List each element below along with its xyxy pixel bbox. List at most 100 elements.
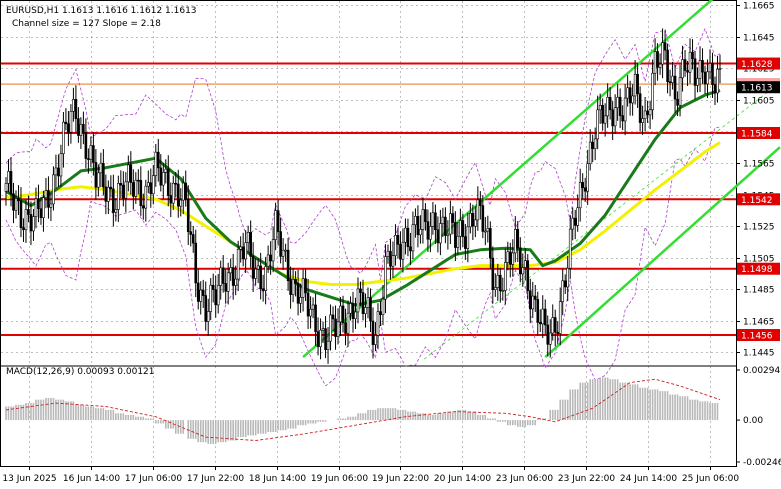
candle-body <box>122 184 125 199</box>
candle-body <box>32 216 35 232</box>
candle-body <box>656 51 659 68</box>
candle-body <box>626 87 629 99</box>
candle-body <box>334 318 337 337</box>
candle-body <box>354 311 357 319</box>
candle-body <box>171 182 175 204</box>
candle-body <box>24 209 28 231</box>
candle-body <box>538 322 542 325</box>
candle-body <box>441 216 445 224</box>
candle-body <box>419 229 422 236</box>
candle-body <box>608 97 612 111</box>
candle-body <box>551 317 555 334</box>
candle-body <box>149 182 153 195</box>
candle-body <box>708 63 712 73</box>
candle-body <box>371 320 375 345</box>
candle-body <box>396 235 400 245</box>
candle-body <box>718 68 722 70</box>
candle-body <box>573 217 577 226</box>
candle-body <box>666 49 669 83</box>
macd-y-tick-label: 0.00294 <box>743 366 780 376</box>
candle-body <box>89 145 93 160</box>
candle-body <box>27 209 30 215</box>
candle-body <box>92 145 95 163</box>
candle-body <box>17 198 20 202</box>
candle-body <box>543 308 547 326</box>
y-tick-label: 1.1445 <box>743 349 775 359</box>
candle-body <box>166 168 170 196</box>
candle-body <box>464 236 467 249</box>
candle-body <box>489 228 492 259</box>
macd-signal-line <box>5 378 721 441</box>
candle-body <box>164 168 168 173</box>
candle-body <box>553 317 557 333</box>
candle-body <box>319 329 322 347</box>
candle-body <box>256 265 260 270</box>
candle-body <box>59 153 63 177</box>
y-tick-label: 1.1605 <box>743 97 775 107</box>
candle-body <box>466 226 470 249</box>
bollinger-bands <box>5 27 721 387</box>
candle-body <box>12 193 15 211</box>
candle-body <box>52 174 55 205</box>
candle-body <box>591 141 594 149</box>
candle-body <box>77 118 80 136</box>
candle-body <box>64 121 68 125</box>
candle-body <box>381 298 385 315</box>
bollinger-lower <box>5 126 721 387</box>
candle-body <box>653 51 657 74</box>
candle-body <box>74 99 78 119</box>
candle-body <box>678 77 682 106</box>
candle-body <box>296 282 300 304</box>
y-tick-label: 1.1645 <box>743 34 775 44</box>
candle-body <box>384 256 387 300</box>
candle-body <box>326 340 330 350</box>
symbol-header: EURUSD,H1 1.1613 1.1616 1.1612 1.1613 <box>6 6 197 16</box>
candle-body <box>7 171 10 184</box>
candle-body <box>484 230 487 233</box>
candle-body <box>424 209 427 223</box>
channel-info: Channel size = 127 Slope = 2.18 <box>12 19 161 29</box>
candle-body <box>586 163 589 192</box>
candle-body <box>261 288 265 291</box>
candle-body <box>536 299 540 323</box>
candle-body <box>563 280 567 288</box>
candle-body <box>291 278 295 295</box>
candle-body <box>181 182 185 201</box>
candle-body <box>286 249 290 282</box>
candle-body <box>546 324 550 345</box>
candle-body <box>304 278 307 294</box>
candle-body <box>44 190 48 199</box>
candle-body <box>616 96 619 109</box>
candle-body <box>548 332 552 345</box>
candle-body <box>481 205 485 232</box>
level-price-tag <box>737 262 780 275</box>
candle-body <box>696 78 699 86</box>
candle-body <box>469 212 472 228</box>
candle-body <box>566 267 570 288</box>
candle-body <box>631 95 634 104</box>
candle-body <box>491 257 495 290</box>
candle-body <box>14 198 18 211</box>
candle-body <box>636 73 639 95</box>
candle-body <box>516 229 520 249</box>
candle-body <box>234 278 237 286</box>
candle-body <box>176 183 180 207</box>
candle-body <box>571 217 575 230</box>
candle-body <box>613 107 617 127</box>
candle-body <box>206 311 210 322</box>
x-tick-label: 23 Jun 22:00 <box>558 474 615 484</box>
candle-body <box>431 212 435 227</box>
candle-body <box>9 171 13 195</box>
candle-body <box>374 335 377 345</box>
x-tick-label: 16 Jun 14:00 <box>63 474 120 484</box>
candle-body <box>156 151 160 169</box>
candle-body <box>581 182 584 189</box>
candle-body <box>97 172 100 188</box>
candle-body <box>57 167 60 177</box>
candle-body <box>691 51 694 60</box>
candle-body <box>142 205 145 209</box>
macd-y-tick-label: -0.00246 <box>743 458 781 468</box>
candle-body <box>409 246 412 252</box>
candle-body <box>541 308 545 325</box>
candle-body <box>137 179 140 182</box>
